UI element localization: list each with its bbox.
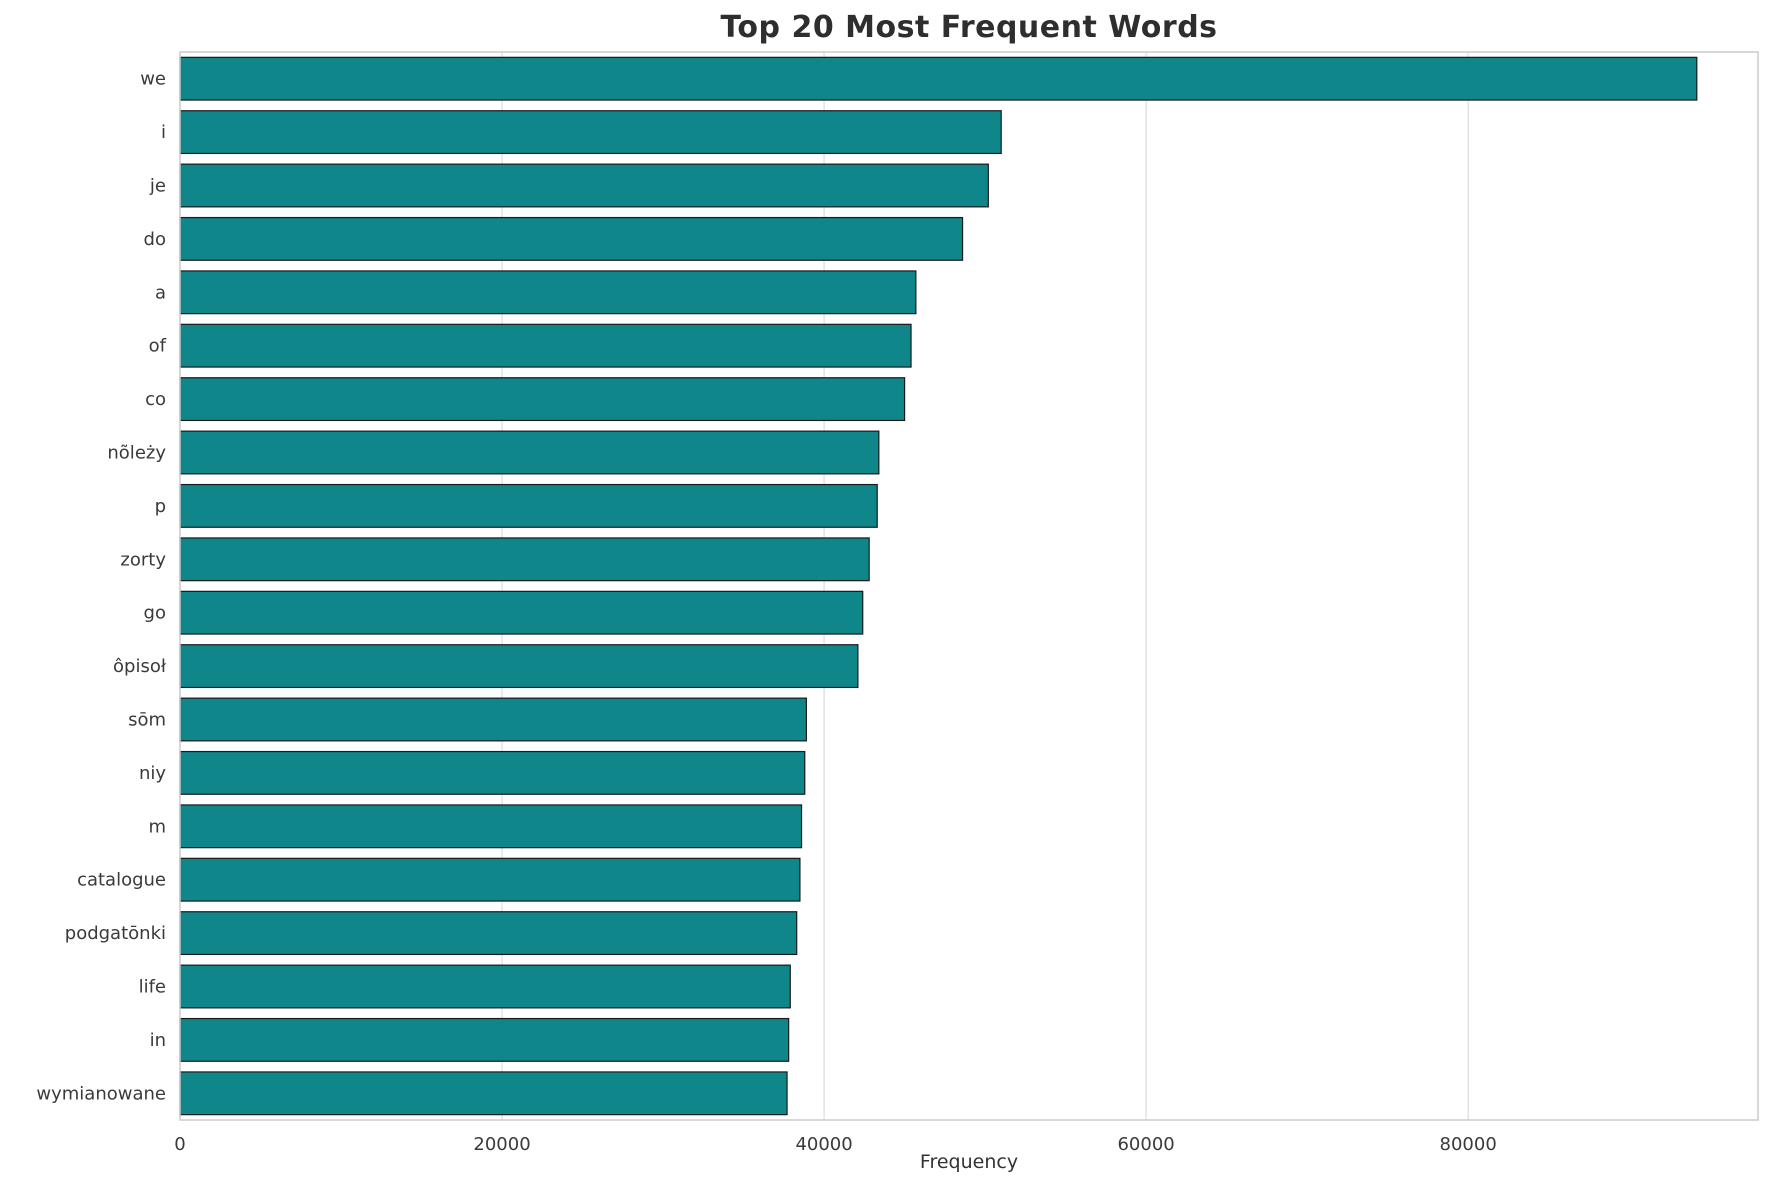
bar xyxy=(179,377,906,422)
y-tick-label: m xyxy=(148,816,166,837)
y-axis-labels: we i je do a of co nõleży p zorty go ôpisoł sōm niy m c… xyxy=(36,69,166,1105)
y-tick-label: of xyxy=(149,336,167,357)
bar xyxy=(179,323,912,368)
y-tick-label: do xyxy=(144,229,166,250)
y-tick-label: co xyxy=(145,389,166,410)
bar xyxy=(179,964,791,1009)
y-tick-label: podgatōnki xyxy=(65,923,166,944)
bar xyxy=(179,110,1002,155)
y-tick-label: zorty xyxy=(120,549,166,570)
bar xyxy=(179,911,798,956)
y-tick-label: we xyxy=(140,69,166,90)
x-axis-title: Frequency xyxy=(920,1151,1018,1173)
y-tick-label: catalogue xyxy=(77,870,166,891)
y-tick-label: nõleży xyxy=(107,443,166,464)
y-tick-label: sōm xyxy=(128,710,166,731)
y-tick-label: ôpisoł xyxy=(113,656,167,677)
y-tick-label: p xyxy=(155,496,166,517)
x-tick-label: 60000 xyxy=(1117,1134,1174,1155)
y-tick-label: in xyxy=(150,1030,166,1051)
y-tick-label: wymianowane xyxy=(36,1083,166,1104)
plot-area xyxy=(180,52,1758,1120)
y-tick-label: i xyxy=(161,122,166,143)
bar xyxy=(179,270,917,315)
x-tick-label: 20000 xyxy=(473,1134,530,1155)
bar xyxy=(179,750,806,795)
chart-title: Top 20 Most Frequent Words xyxy=(720,10,1218,45)
bar xyxy=(179,483,878,528)
bars xyxy=(179,56,1698,1116)
bar xyxy=(179,590,864,635)
bar xyxy=(179,1071,788,1116)
bar xyxy=(179,697,807,742)
bar xyxy=(179,857,801,902)
bar xyxy=(179,430,880,475)
bar xyxy=(179,216,964,261)
x-tick-label: 80000 xyxy=(1440,1134,1497,1155)
x-tick-label: 40000 xyxy=(795,1134,852,1155)
plot-border xyxy=(179,51,1759,1121)
y-tick-label: je xyxy=(149,176,166,197)
x-tick-label: 0 xyxy=(174,1134,185,1155)
bar xyxy=(179,1017,790,1062)
x-axis-labels: 0 20000 40000 60000 80000 xyxy=(174,1134,1497,1155)
y-tick-label: a xyxy=(155,282,166,303)
bar xyxy=(179,56,1698,101)
plot-background xyxy=(180,52,1758,1120)
bar xyxy=(179,804,803,849)
bar xyxy=(179,163,989,208)
y-tick-label: life xyxy=(139,977,166,998)
y-tick-label: go xyxy=(144,603,166,624)
bar xyxy=(179,537,870,582)
bar xyxy=(179,644,859,689)
y-tick-label: niy xyxy=(139,763,166,784)
axes-spines xyxy=(179,51,1759,1121)
